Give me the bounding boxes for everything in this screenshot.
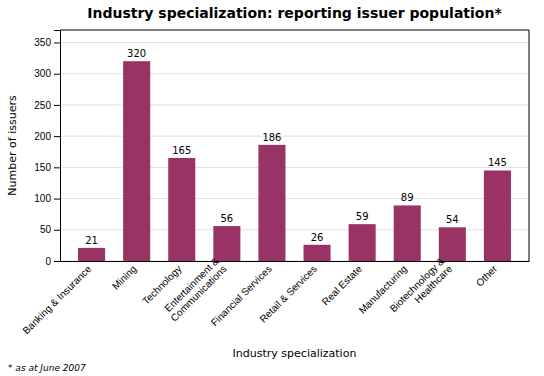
data-label: 320 — [127, 48, 146, 59]
bar — [484, 170, 511, 261]
y-tick: 100 — [34, 193, 60, 204]
y-tick-label: 50 — [40, 224, 52, 235]
frame-right — [529, 30, 530, 261]
bar — [168, 158, 195, 261]
y-tick-label: 350 — [34, 37, 51, 48]
bar — [394, 205, 421, 261]
y-tick-label: 200 — [34, 131, 51, 142]
x-tick-label: Mining — [110, 263, 139, 292]
plot: 0 50 100 150 200 250 300 350 Banking & Insurance… — [20, 30, 529, 336]
grid-line — [60, 42, 529, 43]
grid — [60, 42, 529, 261]
x-axis-line — [61, 261, 530, 262]
data-label: 56 — [220, 213, 233, 224]
bar — [439, 227, 466, 261]
x-tick-label: Other — [474, 263, 500, 289]
y-axis-title: Number of issuers — [6, 95, 19, 196]
bar — [78, 248, 105, 261]
y-tick: 250 — [34, 100, 60, 111]
x-tick: Banking & Insurance — [20, 263, 93, 336]
y-axis-line — [54, 31, 61, 262]
x-tick: Real Estate — [320, 263, 365, 308]
y-tick-mark — [54, 261, 60, 262]
bars — [78, 61, 511, 261]
y-tick: 0 — [45, 256, 60, 267]
bar — [349, 224, 376, 261]
chart: 0 50 100 150 200 250 300 350 Banking & Insurance… — [0, 0, 544, 376]
x-axis-title: Industry specialization — [233, 347, 357, 360]
y-tick-label: 150 — [34, 162, 51, 173]
data-label: 145 — [488, 157, 507, 168]
bar — [258, 145, 285, 261]
y-tick: 150 — [34, 162, 60, 173]
x-tick-label: Banking & Insurance — [20, 263, 93, 336]
y-tick: 300 — [34, 68, 60, 79]
x-tick: Other — [474, 263, 500, 289]
y-tick-mark — [54, 42, 60, 43]
x-tick-label: Biotechnology &Healthcare — [388, 255, 455, 322]
data-label: 186 — [262, 132, 281, 143]
x-tick: Retail & Services — [257, 263, 319, 325]
data-label: 59 — [356, 211, 369, 222]
title: Industry specialization: reporting issue… — [87, 5, 502, 21]
data-label: 26 — [311, 232, 324, 243]
y-tick-mark — [54, 105, 60, 106]
y-tick-label: 300 — [34, 68, 51, 79]
bar — [304, 245, 331, 261]
data-label: 21 — [85, 235, 98, 246]
x-tick-label: Retail & Services — [257, 263, 319, 325]
data-label: 54 — [446, 214, 459, 225]
frame-top — [60, 30, 529, 31]
footnote: * as at June 2007 — [8, 363, 86, 373]
x-tick-label: Real Estate — [320, 263, 365, 308]
data-labels: 21 320 165 56 186 26 59 89 54 145 — [85, 48, 507, 246]
y-tick-mark — [54, 74, 60, 75]
y-tick: 50 — [40, 224, 60, 235]
data-label: 89 — [401, 192, 414, 203]
x-axis: Banking & InsuranceMiningTechnologyEnter… — [20, 255, 529, 336]
y-axis: 0 50 100 150 200 250 300 350 — [34, 31, 60, 267]
bar — [123, 61, 150, 261]
y-tick-mark — [54, 167, 60, 168]
bar — [213, 226, 240, 261]
y-tick-label: 250 — [34, 100, 51, 111]
y-tick-mark — [54, 199, 60, 200]
y-tick-label: 100 — [34, 193, 51, 204]
y-tick-label: 0 — [45, 256, 51, 267]
data-label: 165 — [172, 145, 191, 156]
x-tick: Biotechnology &Healthcare — [388, 255, 455, 322]
y-tick-mark — [54, 136, 60, 137]
y-tick: 200 — [34, 131, 60, 142]
x-tick: Mining — [110, 263, 139, 292]
y-tick-mark — [54, 230, 60, 231]
y-tick: 350 — [34, 37, 60, 48]
